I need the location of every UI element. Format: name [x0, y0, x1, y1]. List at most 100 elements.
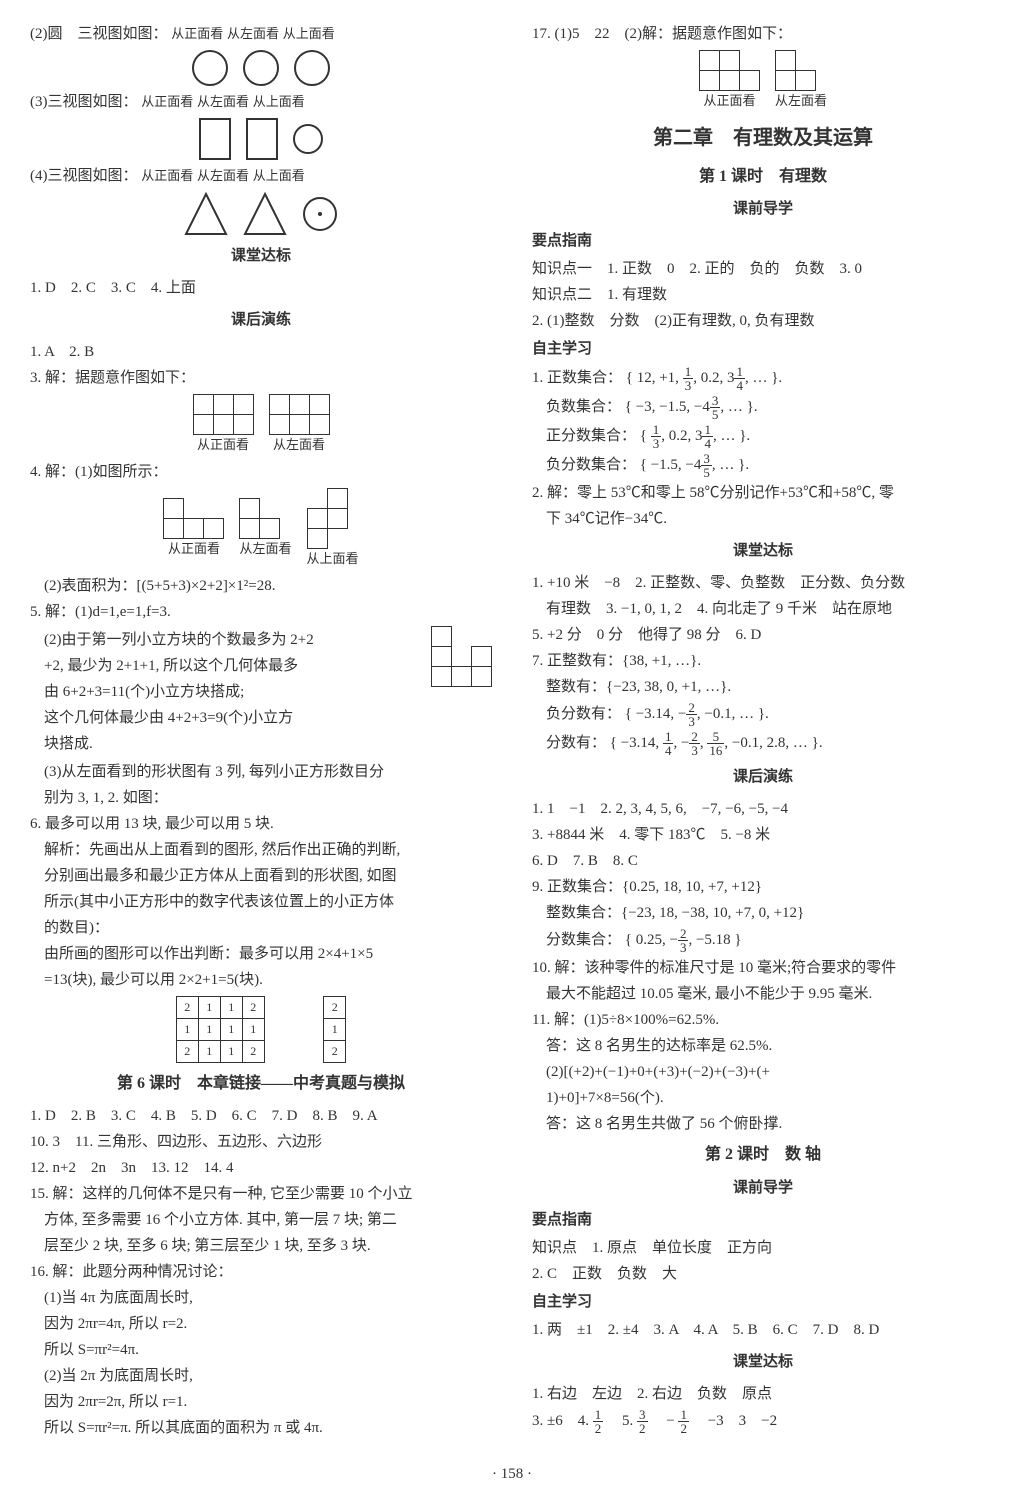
- q6-jx4: 的数目)：: [30, 916, 492, 940]
- kh-11d: 1)+0]+7×8=56(个).: [532, 1086, 994, 1110]
- kt-7d: 分数有： { −3.14, 14, −23, 516, −0.1, 2.8, ……: [532, 730, 994, 757]
- l6-q12: 12. n+2 2n 3n 13. 12 14. 4: [30, 1156, 492, 1180]
- rect-icon: [199, 118, 231, 160]
- label: 负分数有：: [546, 706, 621, 722]
- label: 正分数集合：: [546, 428, 636, 444]
- q4-figures: 从正面看 从左面看 从上面看: [30, 488, 492, 570]
- section-ketang2: 课堂达标: [532, 539, 994, 563]
- label: 从上面看: [253, 94, 305, 109]
- answers-1: 1. D 2. C 3. C 4. 上面: [30, 276, 492, 300]
- kh-10: 10. 解：该种零件的标准尺寸是 10 毫米;符合要求的零件: [532, 956, 994, 980]
- q6-jx2: 分别画出最多和最少正方体从上面看到的形状图, 如图: [30, 864, 492, 888]
- kp-l2b: 2. C 正数 负数 大: [532, 1262, 994, 1286]
- q6-jx3: 所示(其中小正方形中的数字代表该位置上的小正方体: [30, 890, 492, 914]
- q5-1: 5. 解：(1)d=1,e=1,f=3.: [30, 600, 492, 624]
- right-column: 17. (1)5 22 (2)解：据题意作图如下： 从正面看 从左面看 第二章 …: [532, 20, 994, 1442]
- grid-figure: 从左面看: [239, 498, 291, 560]
- kh-9: 9. 正数集合：{0.25, 18, 10, +7, +12}: [532, 875, 994, 899]
- answers-2: 1. A 2. B: [30, 340, 492, 364]
- q5-row: (2)由于第一列小立方块的个数最多为 2+2 +2, 最少为 2+1+1, 所以…: [30, 626, 492, 758]
- grid-figure: 从正面看: [163, 498, 224, 560]
- q6: 6. 最多可以用 13 块, 最少可以用 5 块.: [30, 812, 492, 836]
- kt-7b: 整数有：{−23, 38, 0, +1, …}.: [532, 675, 994, 699]
- label: 负数集合：: [546, 399, 621, 415]
- label: 从正面看: [141, 94, 193, 109]
- label: 从左面看: [269, 435, 330, 456]
- heading-zhinan: 要点指南: [532, 229, 994, 253]
- item-3: (3)三视图如图： 从正面看 从左面看 从上面看: [30, 90, 492, 114]
- q5-2c: 由 6+2+3=11(个)小立方块搭成;: [30, 680, 421, 704]
- set1: 1. 正数集合： { 12, +1, 13, 0.2, 314, … }.: [532, 365, 994, 392]
- l6-q16e: 因为 2πr=2π, 所以 r=1.: [30, 1390, 492, 1414]
- grid-figure: 从左面看: [775, 50, 827, 112]
- label: 分数集合：: [546, 932, 621, 948]
- triangle-icon: [184, 192, 228, 236]
- kh-6: 6. D 7. B 8. C: [532, 849, 994, 873]
- q6-jx5: 由所画的图形可以作出判断：最多可以用 2×4+1×5: [30, 942, 492, 966]
- l6-q15b: 方体, 至多需要 16 个小立方体. 其中, 第一层 7 块; 第二: [30, 1208, 492, 1232]
- l6-q15: 15. 解：这样的几何体不是只有一种, 它至少需要 10 个小立: [30, 1182, 492, 1206]
- fraction: 32: [637, 1408, 648, 1435]
- section-kehou: 课后演练: [30, 308, 492, 332]
- q6-jx6: =13(块), 最少可以用 2×2+1=5(块).: [30, 968, 492, 992]
- q3: 3. 解：据题意作图如下：: [30, 366, 492, 390]
- lesson-1-title: 第 1 课时 有理数: [532, 164, 994, 190]
- kh-11b: 答：这 8 名男生的达标率是 62.5%.: [532, 1034, 994, 1058]
- fraction: 12: [593, 1408, 604, 1435]
- set-content: { 12, +1, 13, 0.2, 314, … }.: [626, 370, 782, 386]
- lesson-2-title: 第 2 课时 数 轴: [532, 1142, 994, 1168]
- label: 从正面看: [193, 435, 254, 456]
- section-daoxue2: 课前导学: [532, 1176, 994, 1200]
- circle-icon: [294, 50, 330, 86]
- set-content: { 0.25, −23, −5.18 }: [625, 932, 742, 948]
- text: (4)三视图如图：: [30, 168, 138, 184]
- q6-jx: 解析：先画出从上面看到的图形, 然后作出正确的判断,: [30, 838, 492, 862]
- set-content: { −3.14, −23, −0.1, … }.: [625, 706, 769, 722]
- left-column: (2)圆 三视图如图： 从正面看 从左面看 从上面看 (3)三视图如图： 从正面…: [30, 20, 492, 1442]
- label: 从上面看: [253, 168, 305, 183]
- section-daoxue: 课前导学: [532, 197, 994, 221]
- q17-figures: 从正面看 从左面看: [532, 50, 994, 112]
- label: 负分数集合：: [546, 457, 636, 473]
- set2: 负数集合： { −3, −1.5, −435, … }.: [532, 394, 994, 421]
- circle-icon: [192, 50, 228, 86]
- l6-q16: 16. 解：此题分两种情况讨论：: [30, 1260, 492, 1284]
- grid-figure: 从正面看: [193, 394, 254, 456]
- grid-figure: [431, 626, 492, 687]
- label: 从左面看: [197, 94, 249, 109]
- label: 从左面看: [775, 91, 827, 112]
- kp1: 知识点一 1. 正数 0 2. 正的 负的 负数 3. 0: [532, 257, 994, 281]
- q2b: 下 34℃记作−34℃.: [532, 507, 994, 531]
- kh-9c: 分数集合： { 0.25, −23, −5.18 }: [532, 927, 994, 954]
- set-content: { −3, −1.5, −435, … }.: [625, 399, 758, 415]
- heading-zizhu: 自主学习: [532, 337, 994, 361]
- kt3-1: 1. 右边 左边 2. 右边 负数 原点: [532, 1382, 994, 1406]
- circles-figure: [30, 50, 492, 86]
- item-2: (2)圆 三视图如图： 从正面看 从左面看 从上面看: [30, 22, 492, 46]
- triangle-icon: [243, 192, 287, 236]
- label: 从正面看: [699, 91, 760, 112]
- label: 从正面看: [171, 26, 223, 41]
- q3-figures: 从正面看 从左面看: [30, 394, 492, 456]
- label: 1. 正数集合：: [532, 370, 622, 386]
- heading-zizhu2: 自主学习: [532, 1290, 994, 1314]
- page-container: (2)圆 三视图如图： 从正面看 从左面看 从上面看 (3)三视图如图： 从正面…: [30, 20, 994, 1442]
- kt-1: 1. +10 米 −8 2. 正整数、零、负整数 正分数、负分数: [532, 571, 994, 595]
- l6-q10: 10. 3 11. 三角形、四边形、五边形、六边形: [30, 1130, 492, 1154]
- kp-l2: 知识点 1. 原点 单位长度 正方向: [532, 1236, 994, 1260]
- set4: 负分数集合： { −1.5, −435, … }.: [532, 452, 994, 479]
- number-grid: 2 1 2: [280, 996, 347, 1063]
- label: 从上面看: [283, 26, 335, 41]
- q5-3b: 别为 3, 1, 2. 如图：: [30, 786, 492, 810]
- heading-zhinan2: 要点指南: [532, 1208, 994, 1232]
- l6-q16a: (1)当 4π 为底面周长时,: [30, 1286, 492, 1310]
- set-content: { −3.14, 14, −23, 516, −0.1, 2.8, … }.: [610, 735, 823, 751]
- page-number: · 158 ·: [30, 1462, 994, 1486]
- section-ketang3: 课堂达标: [532, 1350, 994, 1374]
- label: 从左面看: [239, 539, 291, 560]
- grid-figure: 从上面看: [307, 488, 359, 570]
- label: 分数有：: [546, 735, 606, 751]
- q6-tables: 2112 1111 2112 2 1 2: [30, 996, 492, 1063]
- shapes-row-4: [30, 192, 492, 236]
- item-4: (4)三视图如图： 从正面看 从左面看 从上面看: [30, 164, 492, 188]
